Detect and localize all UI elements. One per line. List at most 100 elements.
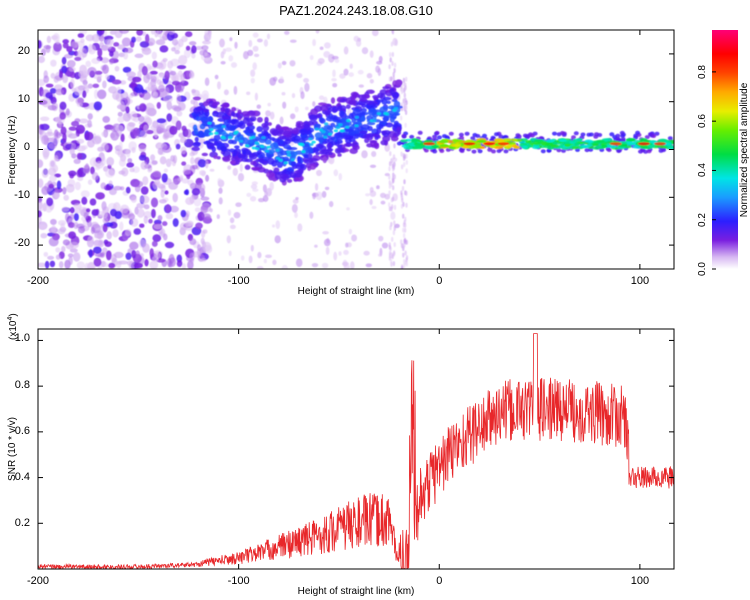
- spectrogram-cell: [268, 169, 273, 174]
- spectrogram-cell: [91, 209, 99, 217]
- spectrogram-cell: [393, 225, 396, 231]
- spectrogram-cell: [93, 257, 102, 267]
- snr-line: [38, 333, 674, 569]
- spectrogram-cell: [391, 157, 394, 163]
- spectrogram-cell: [295, 258, 303, 268]
- spectrogram-cell: [201, 170, 206, 177]
- spectrogram-cell: [97, 47, 103, 58]
- spectrogram-cell: [609, 142, 622, 146]
- spectrogram-cell: [336, 144, 343, 148]
- spectrogram-cell: [325, 246, 330, 256]
- spectrogram-cell: [241, 158, 249, 162]
- spectrogram-cell: [176, 94, 182, 105]
- spectrogram-cell: [61, 245, 66, 253]
- spectrogram-cell: [393, 100, 401, 108]
- spectrogram-cell: [256, 149, 262, 155]
- spectrogram-xtick-1: -100: [228, 275, 250, 287]
- spectrogram-cell: [65, 108, 70, 116]
- spectrogram-cell: [93, 89, 99, 100]
- spectrogram-cell: [142, 176, 149, 186]
- spectrogram-cell: [159, 45, 169, 53]
- snr-ticks: [37, 329, 674, 569]
- spectrogram-cell: [61, 206, 70, 212]
- spectrogram-cell: [197, 158, 207, 168]
- spectrogram-cell: [661, 148, 667, 153]
- spectrogram-cell: [280, 126, 289, 130]
- spectrogram-cell: [309, 55, 314, 61]
- spectrogram-cell: [62, 186, 67, 195]
- spectrogram-cell: [400, 151, 403, 157]
- spectrogram-cell: [118, 101, 125, 110]
- spectrogram-cell: [49, 87, 57, 94]
- spectrogram-cell: [183, 48, 191, 59]
- spectrogram-cell: [87, 235, 94, 244]
- spectrogram-cell: [393, 162, 396, 168]
- spectrogram-cell: [322, 140, 328, 145]
- spectrogram-cell: [316, 169, 322, 177]
- spectrogram-cell: [370, 105, 378, 109]
- spectrogram-cell: [41, 48, 46, 56]
- spectrogram-cell: [105, 169, 115, 178]
- spectrogram-cell: [99, 41, 104, 47]
- spectrogram-cell: [126, 71, 136, 78]
- spectrogram-cell: [191, 89, 200, 97]
- spectrogram-cell: [163, 94, 173, 103]
- spectrogram-cell: [275, 148, 280, 152]
- spectrogram-cell: [152, 182, 158, 190]
- spectrogram-cell: [346, 207, 350, 211]
- spectrogram-cell: [497, 142, 510, 146]
- spectrogram-cell: [149, 70, 158, 75]
- spectrogram-cell: [257, 133, 264, 138]
- spectrogram-marks: [38, 30, 674, 269]
- spectrogram-cell: [152, 234, 162, 242]
- spectrogram-cell: [94, 234, 104, 239]
- spectrogram-cell: [647, 144, 655, 148]
- spectrogram-cell: [87, 44, 97, 55]
- spectrogram-cell: [229, 224, 236, 230]
- spectrogram-cell: [91, 172, 99, 181]
- spectrogram-cell: [122, 112, 132, 122]
- spectrogram-cell: [369, 164, 377, 169]
- spectrogram-cell: [338, 110, 345, 117]
- spectrogram-cell: [110, 208, 117, 217]
- spectrogram-cell: [247, 49, 254, 57]
- spectrogram-cell: [252, 188, 259, 192]
- spectrogram-cell: [38, 55, 46, 64]
- spectrogram-cell: [202, 229, 208, 234]
- spectrogram-cell: [248, 152, 258, 160]
- spectrogram-cell: [637, 142, 650, 146]
- spectrogram-ytick-4: -20: [14, 237, 30, 249]
- spectrogram-cell: [318, 128, 324, 132]
- spectrogram-cell: [182, 168, 192, 175]
- spectrogram-cell: [354, 124, 359, 128]
- spectrogram-cell: [255, 142, 260, 146]
- spectrogram-cell: [269, 142, 279, 150]
- spectrogram-cell: [371, 205, 377, 210]
- spectrogram-cell: [237, 114, 242, 121]
- spectrogram-cell: [207, 33, 212, 41]
- snr-ytick-3: 0.4: [15, 471, 30, 483]
- spectrogram-cell: [609, 145, 617, 149]
- spectrogram-cell: [50, 72, 56, 79]
- spectrogram-cell: [295, 120, 304, 126]
- spectrogram-cell: [173, 107, 182, 112]
- spectrogram-cell: [219, 38, 225, 48]
- spectrogram-cell: [644, 135, 650, 140]
- spectrogram-cell: [211, 146, 217, 153]
- spectrogram-cell: [461, 145, 470, 149]
- spectrogram-cell: [588, 132, 594, 137]
- spectrogram-cell: [96, 89, 107, 100]
- spectrogram-cell: [400, 265, 404, 269]
- spectrogram-cell: [73, 158, 81, 164]
- spectrogram-cell: [214, 74, 219, 80]
- spectrogram-cell: [207, 116, 214, 123]
- spectrogram-cell: [158, 64, 165, 71]
- spectrogram-cell: [315, 143, 323, 148]
- spectrogram-cell: [231, 152, 237, 157]
- spectrogram-cell: [110, 30, 117, 35]
- spectrogram-cell: [261, 123, 268, 128]
- spectrogram-cell: [216, 81, 222, 90]
- spectrogram-cell: [393, 242, 396, 248]
- spectrogram-cell: [401, 186, 405, 191]
- spectrogram-cell: [350, 261, 355, 269]
